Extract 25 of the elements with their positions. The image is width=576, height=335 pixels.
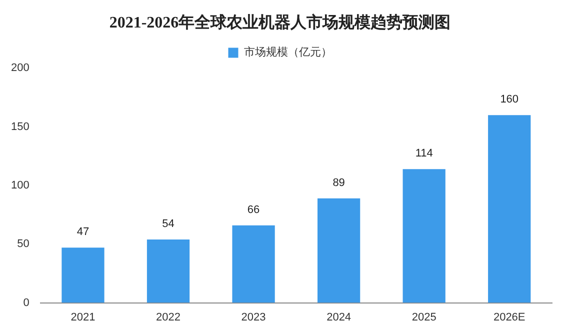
chart-title: 2021-2026年全球农业机器人市场规模趋势预测图 xyxy=(109,14,451,32)
x-tick-label: 2024 xyxy=(326,311,352,324)
y-tick-label: 150 xyxy=(10,120,30,133)
bar xyxy=(146,239,190,303)
y-tick-label: 200 xyxy=(10,62,30,74)
data-label: 89 xyxy=(332,176,345,189)
bar xyxy=(402,169,446,303)
x-tick-label: 2021 xyxy=(70,311,96,324)
bar xyxy=(232,225,275,303)
legend-label: 市场规模（亿元） xyxy=(244,46,332,59)
x-tick-label: 2022 xyxy=(156,311,181,324)
x-tick-label: 2026E xyxy=(493,311,526,324)
x-tick-label: 2025 xyxy=(412,311,436,324)
data-label: 66 xyxy=(247,204,260,216)
y-tick-label: 50 xyxy=(17,238,30,250)
x-tick-label: 2023 xyxy=(241,311,266,324)
bar xyxy=(488,115,531,303)
y-tick-label: 100 xyxy=(10,180,30,192)
data-label: 54 xyxy=(162,218,174,230)
data-label: 114 xyxy=(415,148,433,160)
bar xyxy=(62,248,104,303)
data-label: 47 xyxy=(76,226,90,238)
y-tick-label: 0 xyxy=(23,296,30,309)
data-label: 160 xyxy=(500,94,519,106)
bar xyxy=(317,198,360,303)
